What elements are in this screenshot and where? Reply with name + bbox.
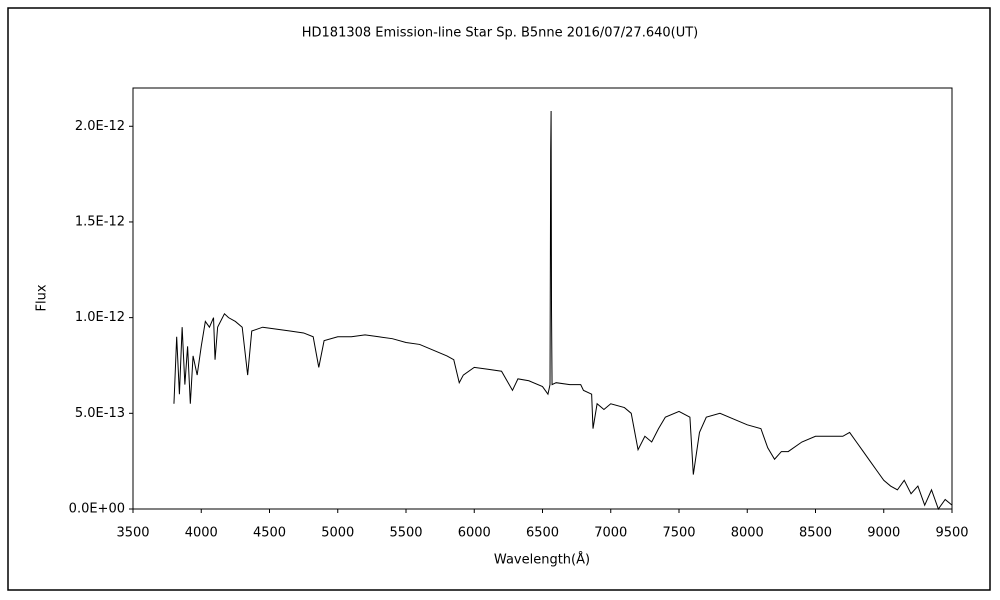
chart-border xyxy=(7,7,991,591)
x-tick-label: 8500 xyxy=(799,526,832,541)
y-tick-label: 2.0E-12 xyxy=(75,119,125,134)
spectrum-line xyxy=(173,110,953,511)
x-tick-label: 5500 xyxy=(389,526,422,541)
y-tick-label: 0.0E+00 xyxy=(69,502,125,517)
x-tick-label: 7500 xyxy=(662,526,695,541)
x-tick-label: 5000 xyxy=(321,526,354,541)
chart-title: HD181308 Emission-line Star Sp. B5nne 20… xyxy=(302,26,699,41)
y-axis-label: Flux xyxy=(35,284,50,311)
x-tick-label: 6500 xyxy=(526,526,559,541)
x-tick-label: 9500 xyxy=(935,526,968,541)
x-tick-label: 4000 xyxy=(185,526,218,541)
x-tick-label: 7000 xyxy=(594,526,627,541)
y-tick-label: 1.5E-12 xyxy=(75,214,125,229)
x-tick-label: 9000 xyxy=(867,526,900,541)
x-tick-label: 6000 xyxy=(458,526,491,541)
y-tick-label: 1.0E-12 xyxy=(75,310,125,325)
plot-area xyxy=(132,87,953,510)
y-tick-label: 5.0E-13 xyxy=(75,406,125,421)
x-tick-label: 3500 xyxy=(116,526,149,541)
x-tick-label: 4500 xyxy=(253,526,286,541)
x-tick-label: 8000 xyxy=(731,526,764,541)
x-axis-label: Wavelength(Å) xyxy=(494,552,590,568)
